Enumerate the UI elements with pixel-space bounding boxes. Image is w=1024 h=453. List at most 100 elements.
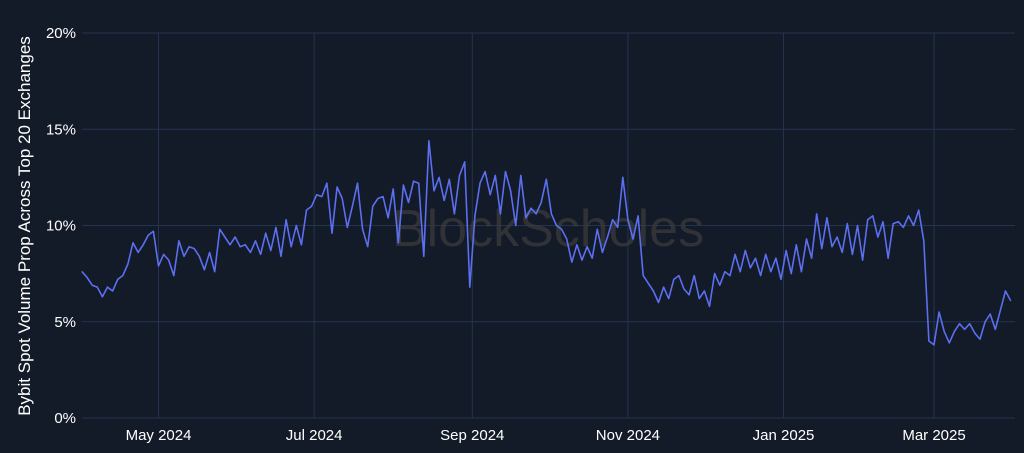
grid bbox=[82, 32, 1015, 419]
data-point bbox=[525, 217, 527, 219]
data-point bbox=[974, 332, 976, 334]
data-point bbox=[438, 176, 440, 178]
data-point bbox=[887, 257, 889, 259]
data-point bbox=[851, 253, 854, 255]
data-point bbox=[469, 286, 471, 288]
data-point bbox=[765, 253, 767, 255]
data-point bbox=[229, 244, 231, 246]
data-point bbox=[571, 261, 573, 263]
data-point bbox=[382, 196, 384, 198]
data-point bbox=[744, 249, 746, 252]
x-tick-label: Jan 2025 bbox=[753, 427, 815, 444]
data-point bbox=[836, 236, 838, 238]
data-point bbox=[913, 224, 915, 227]
data-point bbox=[948, 342, 950, 344]
data-point bbox=[882, 221, 884, 223]
data-point bbox=[504, 171, 507, 173]
data-point bbox=[943, 330, 945, 332]
data-point bbox=[351, 205, 354, 207]
data-point bbox=[754, 257, 757, 259]
data-point bbox=[407, 201, 410, 203]
data-point bbox=[254, 240, 257, 242]
data-point bbox=[168, 259, 170, 261]
data-point bbox=[795, 244, 797, 246]
data-point bbox=[775, 257, 777, 259]
y-tick-label: 20% bbox=[46, 25, 76, 42]
data-point bbox=[627, 219, 629, 221]
data-point bbox=[183, 255, 185, 257]
data-point bbox=[872, 215, 874, 217]
data-point bbox=[816, 213, 818, 215]
data-point bbox=[198, 255, 200, 257]
x-tick-label: Sep 2024 bbox=[440, 427, 504, 444]
data-point bbox=[749, 267, 751, 269]
data-point bbox=[596, 228, 598, 230]
data-point bbox=[367, 246, 369, 248]
data-point bbox=[346, 226, 348, 229]
data-point bbox=[479, 182, 481, 184]
data-point bbox=[316, 194, 318, 196]
data-point bbox=[698, 298, 700, 300]
data-point bbox=[683, 288, 685, 290]
data-point bbox=[703, 290, 706, 292]
data-point bbox=[520, 174, 522, 177]
data-point bbox=[387, 217, 389, 219]
data-point bbox=[249, 251, 251, 254]
data-point bbox=[157, 265, 160, 267]
data-point bbox=[402, 184, 405, 186]
y-axis-title: Bybit Spot Volume Prop Across Top 20 Exc… bbox=[15, 36, 34, 416]
data-point bbox=[612, 219, 614, 221]
data-point bbox=[132, 242, 134, 244]
data-point bbox=[356, 182, 359, 184]
data-point bbox=[86, 276, 88, 279]
data-point bbox=[555, 224, 558, 227]
data-point bbox=[443, 199, 445, 202]
data-point bbox=[591, 257, 593, 259]
data-point bbox=[285, 219, 287, 221]
data-point bbox=[979, 338, 981, 340]
data-point bbox=[831, 246, 833, 248]
data-point bbox=[566, 238, 568, 240]
data-point bbox=[163, 253, 165, 255]
data-point bbox=[724, 271, 726, 273]
line-layer bbox=[81, 140, 1012, 346]
data-point bbox=[300, 244, 302, 246]
data-point bbox=[535, 213, 537, 215]
data-point bbox=[244, 244, 246, 246]
x-tick-label: Jul 2024 bbox=[286, 427, 343, 444]
data-point bbox=[918, 209, 920, 211]
data-point bbox=[259, 253, 262, 255]
data-point bbox=[448, 178, 450, 180]
data-point bbox=[841, 251, 843, 254]
data-point bbox=[106, 286, 109, 288]
data-point bbox=[708, 305, 711, 307]
data-point bbox=[280, 255, 282, 257]
data-point bbox=[999, 309, 1001, 311]
data-point bbox=[295, 224, 297, 227]
data-point bbox=[219, 228, 221, 230]
data-point bbox=[994, 328, 996, 331]
data-point bbox=[964, 328, 966, 331]
data-point bbox=[821, 248, 823, 250]
data-point bbox=[862, 259, 864, 261]
data-point bbox=[147, 234, 149, 236]
data-point bbox=[362, 228, 364, 230]
data-point bbox=[305, 209, 308, 211]
data-point bbox=[127, 263, 129, 265]
data-point bbox=[326, 182, 328, 184]
data-point bbox=[239, 246, 241, 248]
data-point bbox=[413, 180, 415, 182]
data-point bbox=[214, 271, 216, 273]
data-point bbox=[928, 340, 930, 342]
data-point bbox=[790, 273, 792, 275]
data-point bbox=[101, 296, 104, 298]
data-point bbox=[984, 321, 986, 323]
data-point bbox=[173, 274, 175, 277]
data-point bbox=[810, 257, 813, 259]
data-point bbox=[729, 274, 731, 277]
data-point bbox=[958, 323, 961, 325]
data-point bbox=[581, 259, 583, 261]
data-point bbox=[657, 301, 660, 304]
watermark: BlockScholes bbox=[392, 200, 704, 258]
